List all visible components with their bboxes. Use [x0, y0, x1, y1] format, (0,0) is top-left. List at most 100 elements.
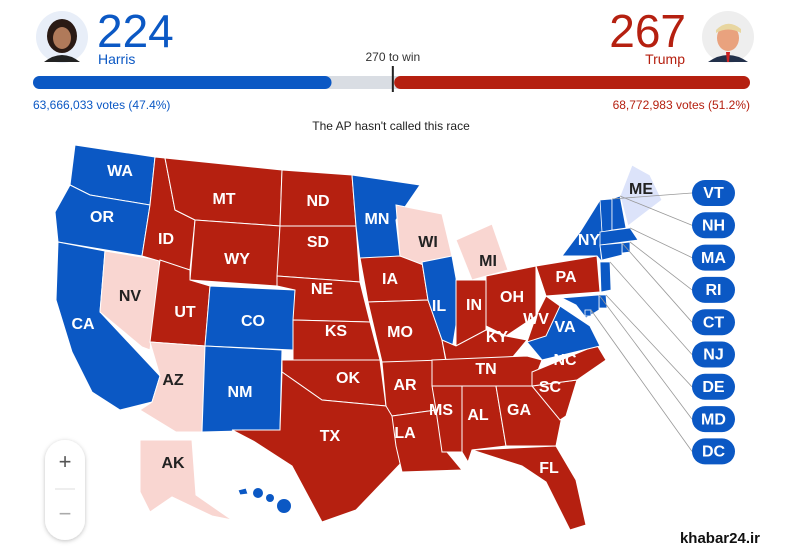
leader-line [590, 309, 693, 452]
trump-electoral-votes: 267 [609, 5, 686, 57]
leader-line [609, 261, 693, 355]
small-state-badge[interactable] [692, 438, 735, 465]
state-label: WA [107, 163, 133, 180]
state-label: TX [320, 428, 341, 445]
harris-bar [33, 76, 332, 89]
state-label: KY [486, 329, 509, 346]
harris-electoral-votes: 224 [97, 5, 174, 57]
state-label: CO [241, 313, 265, 330]
us-map: WA OR CA NV ID MT WY UT AZ CO NM ND SD NE KS OK TX MN IA MO… [54, 144, 735, 531]
zoom-control [45, 440, 85, 540]
state-label: AL [467, 407, 489, 424]
state-shape[interactable] [455, 223, 509, 281]
state-shape[interactable] [266, 494, 274, 502]
state-shape[interactable] [526, 305, 601, 361]
state-shape[interactable] [277, 499, 291, 513]
small-state-label: CT [703, 314, 725, 331]
trump-name: Trump [645, 51, 685, 67]
state-label: IN [466, 297, 482, 314]
small-state-badge[interactable] [692, 406, 735, 433]
trump-popular-votes: 68,772,983 votes (51.2%) [613, 98, 750, 112]
state-label: NV [119, 288, 142, 305]
state-label: MN [365, 211, 390, 228]
small-state-badge[interactable] [692, 341, 735, 368]
state-label: SD [307, 234, 329, 251]
state-label: IA [382, 271, 398, 288]
state-shape[interactable] [485, 265, 537, 337]
harris-name: Harris [98, 51, 135, 67]
state-label: GA [507, 402, 531, 419]
leader-line [619, 195, 693, 226]
state-label: ID [158, 231, 174, 248]
small-state-label: MA [701, 250, 726, 267]
state-shape[interactable] [611, 195, 627, 231]
small-state-label: VT [703, 185, 724, 202]
leader-line [598, 294, 693, 420]
state-label: CA [71, 316, 95, 333]
state-shape[interactable] [599, 242, 623, 261]
state-shape[interactable] [237, 487, 249, 496]
small-state-badge[interactable] [692, 373, 735, 400]
zoom-out[interactable]: − [59, 501, 72, 526]
state-label: TN [475, 361, 496, 378]
harris-avatar [36, 11, 88, 63]
state-shape[interactable] [526, 295, 561, 343]
zoom-in[interactable]: + [59, 449, 72, 474]
small-state-badge[interactable] [692, 180, 735, 206]
state-shape[interactable] [431, 385, 463, 453]
small-state-label: NJ [703, 347, 723, 364]
state-label: LA [394, 425, 416, 442]
state-label: OH [500, 289, 524, 306]
state-label: NC [553, 352, 577, 369]
small-state-label: NH [702, 218, 725, 235]
leader-line [629, 241, 693, 291]
state-label: NM [228, 384, 253, 401]
state-label: KS [325, 323, 348, 340]
state-label: SC [539, 379, 562, 396]
leader-line [621, 242, 693, 323]
state-label: WV [523, 311, 549, 328]
race-status: The AP hasn't called this race [312, 119, 470, 133]
trump-avatar [702, 11, 754, 63]
state-label: OK [336, 370, 360, 387]
small-state-badge[interactable] [692, 244, 735, 271]
harris-popular-votes: 63,666,033 votes (47.4%) [33, 98, 170, 112]
leader-line [629, 227, 693, 258]
state-label: MT [212, 191, 235, 208]
small-state-label: DC [702, 444, 726, 461]
state-label: AZ [162, 372, 184, 389]
small-state-badge[interactable] [692, 212, 735, 239]
state-shape[interactable] [471, 445, 587, 531]
state-shape[interactable] [599, 227, 639, 246]
state-label: NY [578, 232, 601, 249]
small-state-label: MD [701, 411, 726, 428]
small-state-badge[interactable] [692, 276, 735, 303]
state-shape[interactable] [253, 488, 263, 498]
state-label: WI [418, 234, 438, 251]
state-shape[interactable] [231, 371, 403, 523]
watermark: khabar24.ir [680, 530, 760, 547]
leader-line [605, 294, 693, 388]
state-shape[interactable] [584, 309, 592, 317]
state-label: OR [90, 209, 114, 226]
state-shape[interactable] [139, 439, 233, 521]
small-state-badge[interactable] [692, 309, 735, 336]
state-shape[interactable] [599, 261, 612, 293]
small-state-label: RI [706, 282, 722, 299]
state-label: NE [311, 281, 334, 298]
state-label: MI [479, 253, 497, 270]
state-shape[interactable] [619, 164, 663, 227]
state-shape[interactable] [535, 255, 601, 297]
state-label: HI [248, 496, 264, 513]
state-label: WY [224, 251, 250, 268]
state-label: IL [432, 298, 446, 315]
state-label: AK [161, 455, 185, 472]
state-label: VA [554, 319, 575, 336]
state-shape[interactable] [599, 198, 613, 233]
state-label: FL [539, 460, 559, 477]
state-label: ME [629, 181, 653, 198]
state-label: PA [555, 269, 576, 286]
state-label: MS [429, 402, 453, 419]
state-label: AR [393, 377, 417, 394]
